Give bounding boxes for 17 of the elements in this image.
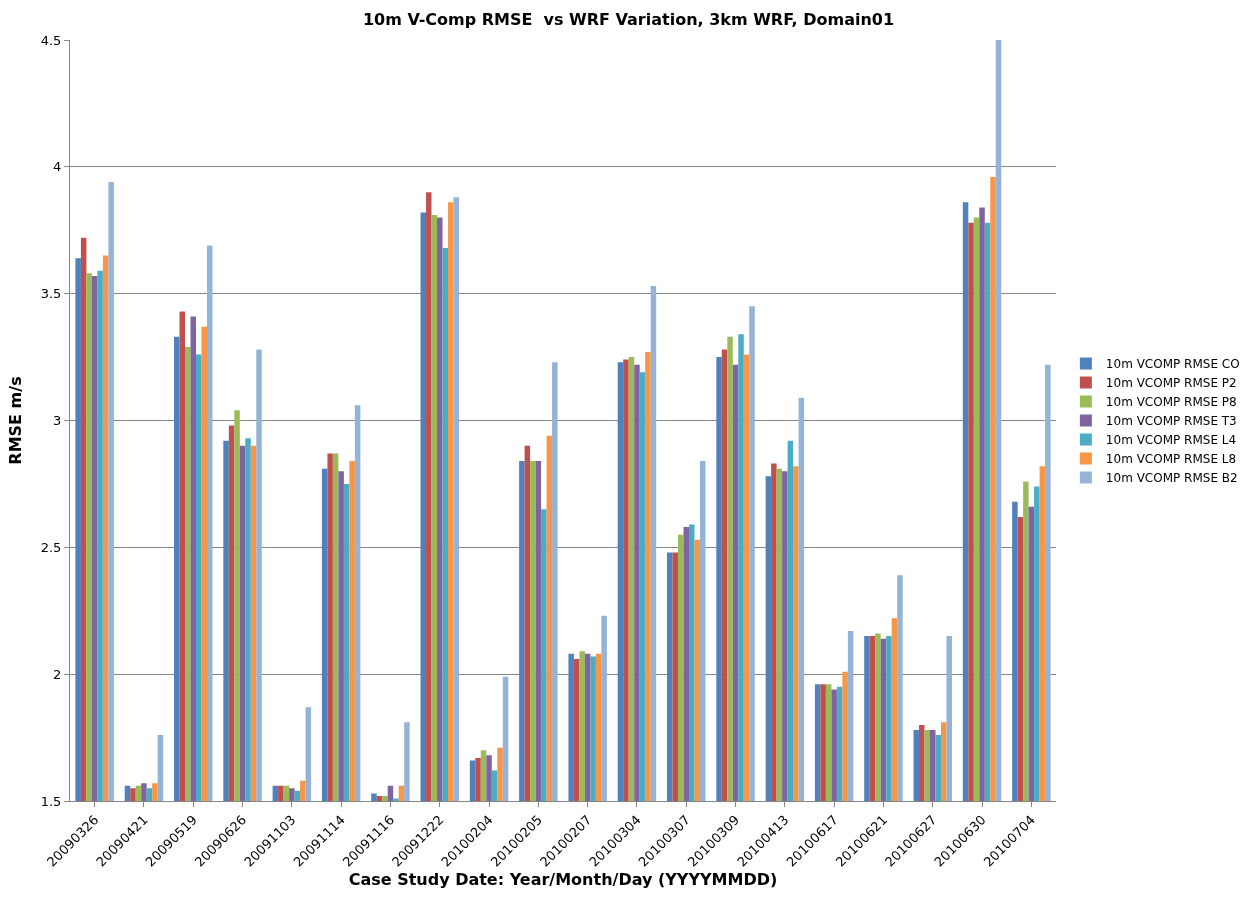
legend-label: 10m VCOMP RMSE B2 [1105,471,1238,486]
legend-label: 10m VCOMP RMSE P2 [1105,376,1237,391]
y-tick-label: 2 [53,666,62,682]
legend-label: 10m VCOMP RMSE T3 [1105,414,1237,429]
y-tick-label: 3 [53,413,62,429]
legend-label: 10m VCOMP RMSE L8 [1105,452,1237,467]
legend-label: 10m VCOMP RMSE P8 [1105,395,1237,410]
y-tick-label: 4 [53,159,62,175]
x-axis-title: Case Study Date: Year/Month/Day (YYYYMMDD) [348,869,778,889]
chart-title: 10m V-Comp RMSE vs WRF Variation, 3km WRF, Domain01 [362,9,895,29]
legend-label: 10m VCOMP RMSE L4 [1105,433,1237,448]
y-tick-label: 2.5 [40,539,62,555]
y-tick-label: 4.5 [40,32,62,48]
y-tick-label: 3.5 [40,286,62,302]
y-axis-title: RMSE m/s [5,376,25,465]
legend-label: 10m VCOMP RMSE CO [1105,357,1240,372]
y-tick-label: 1.5 [40,793,62,809]
